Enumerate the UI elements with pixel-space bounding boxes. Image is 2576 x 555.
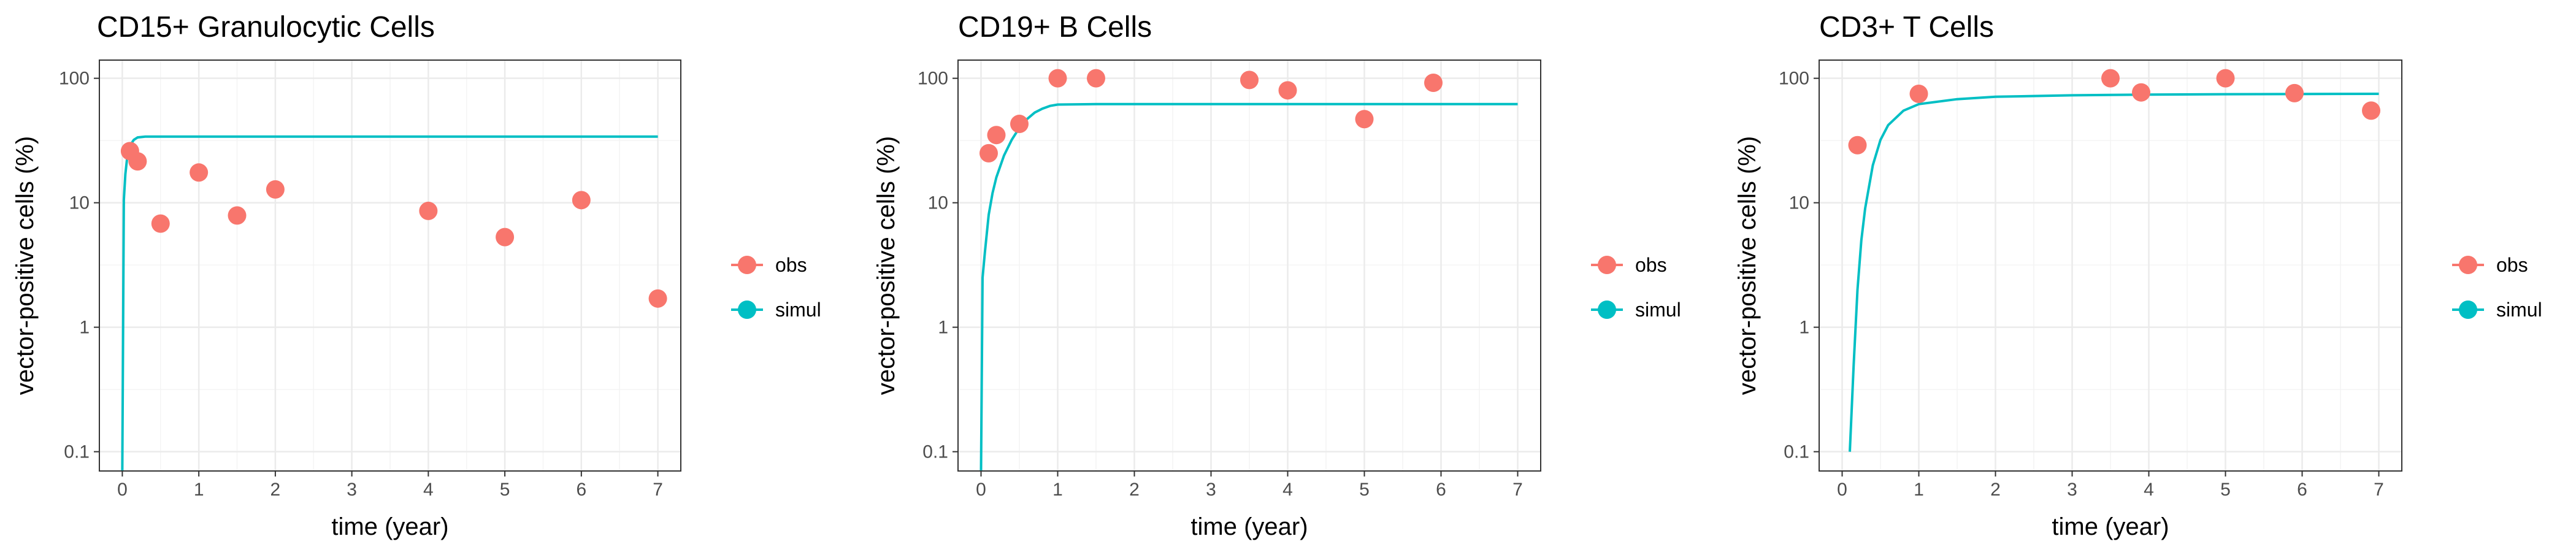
legend-key-point	[1598, 256, 1616, 274]
data-point-obs	[2362, 101, 2380, 120]
x-tick-label: 1	[194, 480, 204, 500]
data-point-obs	[2285, 83, 2304, 102]
y-tick-label: 1	[79, 318, 90, 338]
x-tick-label: 7	[1512, 480, 1523, 500]
series-line-simul	[1849, 93, 2379, 452]
y-tick-label: 1	[1799, 318, 1809, 338]
panel-border	[99, 59, 681, 472]
x-tick-label: 4	[2144, 480, 2154, 500]
y-tick-label: 0.1	[64, 442, 90, 462]
data-point-obs	[1278, 81, 1297, 100]
legend-key-point	[2459, 300, 2477, 319]
x-tick-label: 4	[423, 480, 434, 500]
x-axis-title: time (year)	[331, 513, 448, 540]
data-point-obs	[228, 206, 247, 225]
legend-label-obs: obs	[775, 254, 807, 276]
x-tick-label: 6	[2297, 480, 2307, 500]
x-tick-label: 4	[1282, 480, 1293, 500]
chart-title: CD19+ B Cells	[958, 11, 1152, 44]
legend-label-obs: obs	[2496, 254, 2528, 276]
x-tick-label: 0	[1837, 480, 1847, 500]
x-tick-label: 2	[270, 480, 281, 500]
x-tick-label: 6	[1436, 480, 1446, 500]
data-point-obs	[2101, 69, 2120, 88]
x-tick-label: 2	[1990, 480, 2001, 500]
data-point-obs	[1848, 136, 1867, 155]
x-tick-label: 7	[2374, 480, 2384, 500]
y-tick-label: 100	[918, 69, 948, 89]
y-tick-label: 100	[59, 69, 90, 89]
data-point-obs	[1909, 85, 1928, 104]
x-tick-label: 3	[2067, 480, 2077, 500]
y-tick-label: 0.1	[922, 442, 948, 462]
data-point-obs	[419, 201, 438, 220]
x-tick-label: 1	[1914, 480, 1924, 500]
panel-border	[1819, 59, 2402, 472]
x-tick-label: 5	[2220, 480, 2231, 500]
data-point-obs	[1087, 69, 1105, 88]
legend-key-point	[738, 300, 756, 319]
x-tick-label: 3	[347, 480, 357, 500]
y-axis-title: vector-positive cells (%)	[873, 136, 900, 395]
y-tick-label: 0.1	[1784, 442, 1809, 462]
y-tick-label: 1	[938, 318, 948, 338]
data-point-obs	[266, 180, 285, 199]
y-tick-label: 100	[1779, 69, 1809, 89]
legend-key-point	[738, 256, 756, 274]
data-point-obs	[1240, 71, 1259, 90]
data-point-obs	[648, 289, 667, 308]
data-point-obs	[151, 214, 170, 233]
x-tick-label: 1	[1052, 480, 1063, 500]
chart-panel-2: 0 1 2 3 4 5 6 7 0.1 1 10 100 CD19+ B Cells time (year…	[873, 11, 1681, 540]
data-point-obs	[1048, 69, 1067, 88]
legend-label-obs: obs	[1635, 254, 1667, 276]
chart-title: CD15+ Granulocytic Cells	[97, 11, 435, 44]
chart-title: CD3+ T Cells	[1819, 11, 1994, 44]
data-point-obs	[2132, 83, 2150, 102]
x-tick-label: 5	[1359, 480, 1370, 500]
legend-label-simul: simul	[2496, 299, 2542, 321]
x-tick-label: 3	[1206, 480, 1216, 500]
data-point-obs	[987, 126, 1006, 145]
legend-label-simul: simul	[1635, 299, 1681, 321]
legend: obs simul	[2452, 254, 2542, 321]
x-axis-title: time (year)	[2052, 513, 2169, 540]
x-axis-title: time (year)	[1190, 513, 1308, 540]
legend-key-point	[1598, 300, 1616, 319]
data-point-obs	[572, 191, 591, 210]
data-point-obs	[190, 163, 209, 182]
data-point-obs	[1355, 110, 1374, 129]
chart-panel-3: 0 1 2 3 4 5 6 7 0.1 1 10 100 CD3+ T Cells time (year)…	[1734, 11, 2542, 540]
x-tick-label: 5	[500, 480, 510, 500]
data-point-obs	[2216, 69, 2235, 88]
series-line-simul	[121, 135, 658, 471]
y-tick-label: 10	[928, 193, 948, 213]
x-tick-label: 7	[653, 480, 663, 500]
y-axis-title: vector-positive cells (%)	[12, 136, 39, 395]
y-axis-title: vector-positive cells (%)	[1734, 136, 1761, 395]
panel-border	[957, 59, 1541, 472]
x-tick-label: 0	[117, 480, 128, 500]
x-tick-label: 2	[1129, 480, 1140, 500]
data-point-obs	[128, 152, 147, 171]
legend-key-point	[2459, 256, 2477, 274]
y-tick-label: 10	[69, 193, 90, 213]
data-point-obs	[979, 144, 998, 163]
x-tick-label: 6	[576, 480, 586, 500]
data-point-obs	[1010, 115, 1029, 134]
x-tick-label: 0	[976, 480, 986, 500]
legend-label-simul: simul	[775, 299, 821, 321]
legend: obs simul	[1591, 254, 1681, 321]
y-tick-label: 10	[1789, 193, 1809, 213]
data-point-obs	[496, 228, 515, 247]
chart-panel-1: 0 1 2 3 4 5 6 7 0.1 1 10 100 CD15+ Granulocytic Cell…	[12, 11, 821, 540]
legend: obs simul	[731, 254, 821, 321]
data-point-obs	[1424, 74, 1443, 93]
